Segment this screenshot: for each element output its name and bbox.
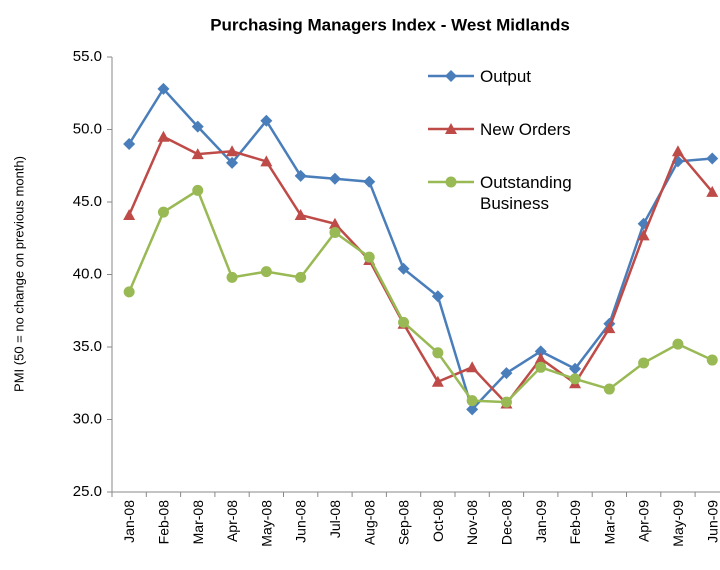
- line: [128, 188, 713, 404]
- marker: [706, 185, 719, 197]
- marker: [638, 357, 650, 369]
- marker: [569, 362, 582, 375]
- x-tick-label: Dec-08: [498, 500, 514, 545]
- marker: [398, 316, 410, 328]
- marker: [328, 217, 341, 229]
- marker: [226, 156, 239, 169]
- line: [128, 86, 713, 412]
- marker: [431, 375, 444, 387]
- marker: [466, 361, 479, 373]
- marker: [260, 155, 273, 167]
- series: [128, 188, 713, 404]
- marker: [123, 209, 136, 221]
- marker: [328, 172, 341, 185]
- y-tick-label: 45.0: [73, 193, 102, 210]
- marker: [157, 130, 170, 142]
- marker: [445, 70, 457, 82]
- series: [128, 86, 713, 412]
- x-tick-label: Jun-09: [704, 500, 720, 543]
- marker: [445, 176, 457, 188]
- y-tick-label: 25.0: [73, 483, 102, 500]
- y-tick-label: 35.0: [73, 338, 102, 355]
- marker: [157, 82, 170, 95]
- marker: [432, 347, 444, 359]
- legend-label: Output: [480, 67, 532, 86]
- marker: [363, 175, 376, 188]
- marker: [363, 251, 375, 263]
- marker: [329, 226, 341, 238]
- series: [128, 135, 714, 406]
- marker: [157, 206, 169, 218]
- marker: [637, 229, 650, 241]
- marker: [671, 145, 684, 157]
- marker: [466, 403, 479, 416]
- marker: [672, 338, 684, 350]
- marker: [445, 123, 457, 134]
- marker: [192, 184, 204, 196]
- x-tick-label: Jan-08: [121, 500, 137, 543]
- marker: [260, 266, 272, 278]
- marker: [294, 209, 307, 221]
- x-tick-label: Feb-09: [567, 500, 583, 545]
- marker: [123, 138, 136, 150]
- marker: [226, 271, 238, 283]
- x-tick-label: May-08: [258, 500, 274, 547]
- y-tick-label: 50.0: [73, 120, 102, 137]
- x-tick-label: Mar-08: [190, 500, 206, 545]
- legend-item: Output: [480, 67, 532, 86]
- x-tick-label: Jun-08: [293, 500, 309, 543]
- x-tick-label: Aug-08: [361, 500, 377, 545]
- marker: [191, 148, 204, 160]
- legend-label: New Orders: [480, 120, 571, 139]
- marker: [535, 361, 547, 373]
- line: [128, 135, 714, 406]
- marker: [466, 395, 478, 407]
- y-tick-label: 30.0: [73, 410, 102, 427]
- x-tick-label: Feb-08: [155, 500, 171, 545]
- marker: [431, 290, 444, 303]
- marker: [534, 345, 547, 358]
- marker: [226, 145, 239, 157]
- marker: [603, 383, 615, 395]
- y-tick-label: 55.0: [73, 48, 102, 65]
- x-tick-label: Mar-09: [601, 500, 617, 545]
- x-tick-label: Jan-09: [533, 500, 549, 543]
- legend-label: Outstanding Business: [480, 173, 572, 213]
- marker: [260, 114, 273, 127]
- marker: [295, 271, 307, 283]
- chart-title: Purchasing Managers Index - West Midland…: [210, 15, 570, 34]
- x-tick-label: Sep-08: [396, 500, 412, 545]
- legend-item: Outstanding Business: [480, 173, 572, 213]
- x-tick-label: Apr-09: [636, 500, 652, 542]
- marker: [123, 286, 135, 298]
- legend-item: New Orders: [480, 120, 571, 139]
- marker: [294, 169, 307, 182]
- marker: [603, 322, 616, 334]
- x-tick-label: Jul-08: [327, 500, 343, 538]
- marker: [569, 373, 581, 385]
- x-tick-label: May-09: [670, 500, 686, 547]
- marker: [397, 262, 410, 275]
- marker: [706, 354, 718, 366]
- x-tick-label: Nov-08: [464, 500, 480, 545]
- marker: [500, 367, 513, 380]
- x-tick-label: Oct-08: [430, 500, 446, 542]
- x-tick-label: Apr-08: [224, 500, 240, 542]
- y-axis-label: PMI (50 = no change on previous month): [11, 156, 26, 392]
- marker: [191, 120, 204, 133]
- y-tick-label: 40.0: [73, 265, 102, 282]
- marker: [706, 152, 719, 165]
- marker: [500, 396, 512, 408]
- marker: [534, 352, 547, 364]
